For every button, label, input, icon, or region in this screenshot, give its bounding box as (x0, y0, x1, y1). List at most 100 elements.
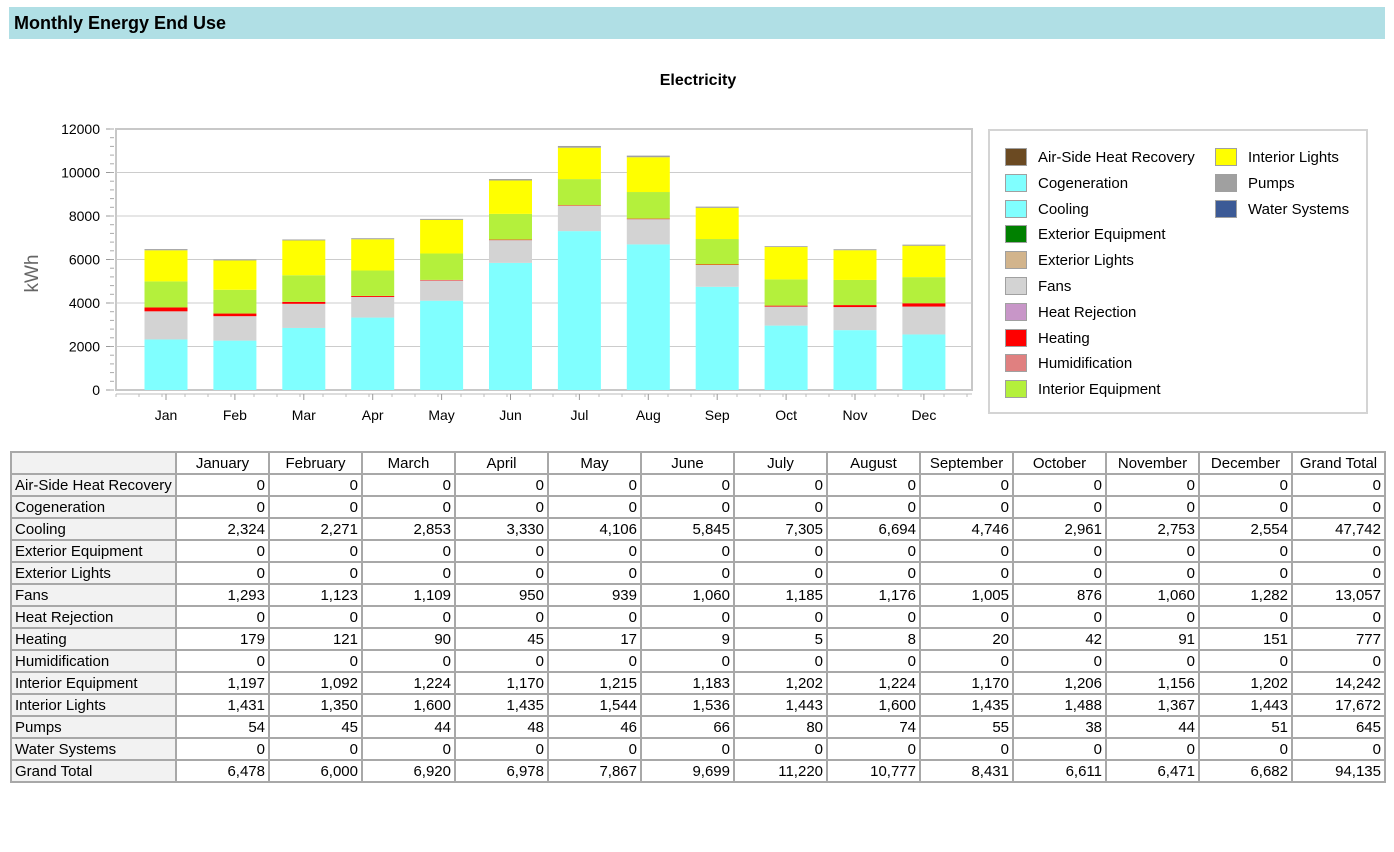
y-tick-label: 0 (92, 382, 100, 398)
column-header: January (175, 451, 270, 475)
table-cell: 0 (1198, 649, 1293, 673)
x-tick-label: Mar (292, 407, 316, 423)
table-cell: 1,435 (919, 693, 1014, 717)
bar-segment (351, 317, 395, 390)
bar-segment (213, 259, 257, 261)
table-cell: 45 (268, 715, 363, 739)
row-header: Interior Lights (10, 693, 177, 717)
table-cell: 0 (919, 737, 1014, 761)
table-cell: 0 (826, 737, 921, 761)
table-cell: 151 (1198, 627, 1293, 651)
bar-segment (144, 281, 188, 308)
table-cell: 1,005 (919, 583, 1014, 607)
table-header-row: January February March April May June July Augu… (10, 451, 1386, 475)
row-header: Grand Total (10, 759, 177, 783)
table-cell: 0 (733, 605, 828, 629)
bar-segment (626, 218, 670, 245)
table-cell: 0 (1198, 473, 1293, 497)
table-cell: 0 (826, 539, 921, 563)
bar-segment (833, 307, 877, 331)
column-header: February (268, 451, 363, 475)
table-cell: 0 (361, 605, 456, 629)
table-cell: 0 (268, 561, 363, 585)
column-header: August (826, 451, 921, 475)
bar-segment (833, 305, 877, 308)
table-cell: 0 (1198, 737, 1293, 761)
table-cell: 0 (361, 561, 456, 585)
table-cell: 0 (454, 561, 549, 585)
x-tick-label: May (428, 407, 454, 423)
legend-swatch (1005, 225, 1027, 244)
table-cell: 5,845 (640, 517, 735, 541)
y-tick-label: 6000 (69, 252, 100, 268)
table-cell: 0 (1105, 605, 1200, 629)
bar-segment (144, 311, 188, 340)
bar-segment (626, 244, 670, 390)
table-cell: 0 (919, 495, 1014, 519)
bar-segment (420, 218, 464, 220)
bar-segment (557, 147, 601, 180)
legend-label: Heat Rejection (1038, 303, 1137, 321)
bar-segment (695, 239, 739, 265)
table-cell: 47,742 (1291, 517, 1386, 541)
table-cell: 0 (454, 649, 549, 673)
table-cell: 1,443 (1198, 693, 1293, 717)
bar-segment (420, 300, 464, 390)
legend-label: Interior Equipment (1038, 381, 1161, 399)
bar-segment (351, 296, 395, 318)
table-cell: 939 (547, 583, 642, 607)
bar-segment (282, 301, 326, 304)
table-cell: 0 (454, 495, 549, 519)
table-cell: 0 (1012, 605, 1107, 629)
x-tick-label: Nov (843, 407, 868, 423)
table-cell: 0 (175, 737, 270, 761)
table-cell: 14,242 (1291, 671, 1386, 695)
table-cell: 1,443 (733, 693, 828, 717)
table-cell: 17,672 (1291, 693, 1386, 717)
table-cell: 0 (919, 539, 1014, 563)
bar-segment (144, 307, 188, 312)
table-cell: 44 (1105, 715, 1200, 739)
table-cell: 0 (547, 649, 642, 673)
table-cell: 0 (826, 649, 921, 673)
row-header: Heat Rejection (10, 605, 177, 629)
table-cell: 1,282 (1198, 583, 1293, 607)
table-cell: 0 (1105, 495, 1200, 519)
table-cell: 0 (640, 737, 735, 761)
table-cell: 777 (1291, 627, 1386, 651)
column-header: April (454, 451, 549, 475)
table-cell: 9 (640, 627, 735, 651)
bar-segment (764, 306, 808, 326)
table-cell: 0 (919, 473, 1014, 497)
table-cell: 1,350 (268, 693, 363, 717)
legend-label: Cogeneration (1038, 174, 1129, 192)
bar-segment (833, 250, 877, 280)
table-cell: 7,867 (547, 759, 642, 783)
legend-label: Air-Side Heat Recovery (1038, 149, 1195, 166)
bar-segment (557, 205, 601, 232)
legend-label: Fans (1038, 278, 1072, 295)
table-cell: 0 (547, 473, 642, 497)
table-cell: 1,202 (1198, 671, 1293, 695)
table-cell: 7,305 (733, 517, 828, 541)
table-cell: 45 (454, 627, 549, 651)
table-cell: 0 (361, 649, 456, 673)
bar-segment (626, 192, 670, 219)
table-cell: 0 (547, 561, 642, 585)
y-tick-label: 10000 (61, 165, 100, 181)
bar-segment (489, 239, 532, 263)
table-cell: 1,536 (640, 693, 735, 717)
bar-segment (626, 157, 670, 193)
column-header: May (547, 451, 642, 475)
table-row: Air-Side Heat Recovery 0 0 0 0 0 0 0 0 0 0 0 0 0 (10, 473, 1386, 497)
bar-segment (213, 316, 257, 341)
bar-segment (764, 325, 808, 390)
table-cell: 0 (826, 473, 921, 497)
table-cell: 0 (826, 495, 921, 519)
table-cell: 0 (733, 737, 828, 761)
table-cell: 48 (454, 715, 549, 739)
table-cell: 0 (175, 539, 270, 563)
bar-segment (695, 207, 739, 240)
table-cell: 6,978 (454, 759, 549, 783)
legend-swatch (1005, 354, 1027, 373)
